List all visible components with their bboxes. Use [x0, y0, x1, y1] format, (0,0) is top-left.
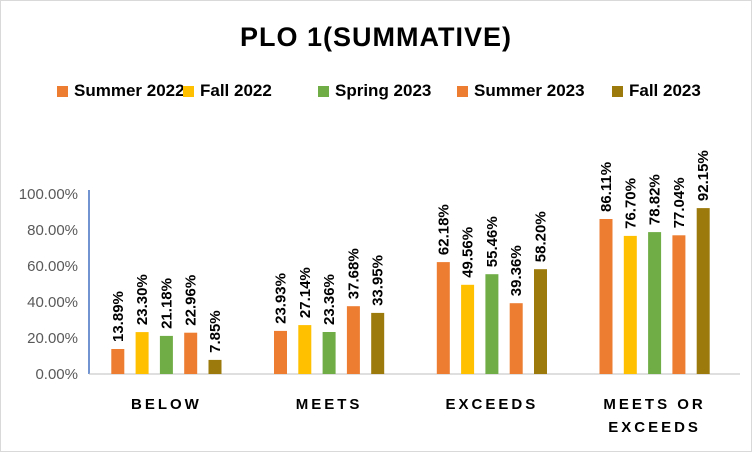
data-label: 55.46% — [484, 216, 501, 267]
bar — [534, 269, 547, 374]
legend: Summer 2022 Fall 2022 Spring 2023 Summer 20… — [0, 80, 752, 102]
y-tick-label: 0.00% — [35, 366, 78, 383]
bar — [371, 312, 385, 374]
bar — [298, 325, 312, 374]
bar — [648, 232, 662, 374]
bar — [436, 262, 450, 374]
data-label: 92.15% — [695, 150, 712, 201]
data-label: 86.11% — [598, 162, 615, 212]
data-label: 76.70% — [622, 178, 639, 229]
bar — [184, 332, 198, 374]
legend-swatch — [457, 85, 468, 97]
legend-swatch — [318, 85, 329, 97]
legend-item: Fall 2023 — [612, 80, 701, 102]
y-tick-label: 40.00% — [27, 294, 78, 311]
data-label: 13.89% — [110, 291, 127, 342]
data-label: 62.18% — [435, 204, 452, 255]
data-label: 27.14% — [297, 267, 314, 318]
bar — [509, 303, 523, 374]
bar — [623, 235, 637, 374]
y-tick-label: 80.00% — [27, 222, 78, 239]
data-label: 39.36% — [508, 245, 525, 296]
bar — [485, 274, 499, 374]
y-tick-label: 20.00% — [27, 330, 78, 347]
legend-item: Fall 2022 — [183, 80, 272, 102]
legend-swatch — [183, 85, 194, 97]
legend-swatch — [612, 85, 623, 97]
data-label: 23.36% — [321, 274, 338, 325]
bar — [135, 332, 149, 374]
bar — [274, 330, 287, 374]
bar — [208, 359, 222, 374]
data-label: 7.85% — [207, 310, 224, 353]
legend-label: Summer 2022 — [74, 81, 185, 100]
bar — [461, 284, 475, 374]
bar — [322, 332, 336, 374]
legend-swatch — [57, 85, 68, 97]
legend-item: Spring 2023 — [318, 80, 431, 102]
x-tick-label: EXCEEDS — [608, 419, 701, 436]
bar — [111, 349, 125, 374]
x-tick-label: BELOW — [131, 396, 202, 413]
legend-label: Spring 2023 — [335, 81, 432, 100]
legend-label: Fall 2022 — [200, 81, 272, 100]
y-tick-label: 100.00% — [19, 186, 78, 203]
x-tick-label: EXCEEDS — [446, 396, 539, 413]
legend-label: Fall 2023 — [629, 81, 701, 100]
bar — [346, 306, 360, 374]
bar — [159, 335, 173, 374]
data-label: 22.96% — [183, 275, 200, 326]
chart-title: PLO 1(SUMMATIVE) — [240, 22, 512, 52]
data-label: 21.18% — [158, 278, 175, 329]
legend-item: Summer 2022 — [57, 80, 185, 102]
data-label: 58.20% — [533, 211, 550, 262]
data-label: 33.95% — [370, 255, 387, 306]
data-label: 37.68% — [345, 248, 362, 299]
data-label: 78.82% — [647, 174, 664, 225]
bar — [599, 219, 613, 374]
bar — [696, 208, 710, 374]
x-tick-label: MEETS OR — [603, 396, 705, 413]
y-tick-label: 60.00% — [27, 258, 78, 275]
data-label: 77.04% — [671, 177, 688, 228]
legend-item: Summer 2023 — [457, 80, 585, 102]
data-label: 23.93% — [273, 273, 290, 324]
data-label: 49.56% — [460, 227, 477, 278]
data-label: 23.30% — [134, 274, 151, 325]
x-tick-label: MEETS — [296, 396, 363, 413]
legend-label: Summer 2023 — [474, 81, 585, 100]
bar — [672, 235, 686, 374]
